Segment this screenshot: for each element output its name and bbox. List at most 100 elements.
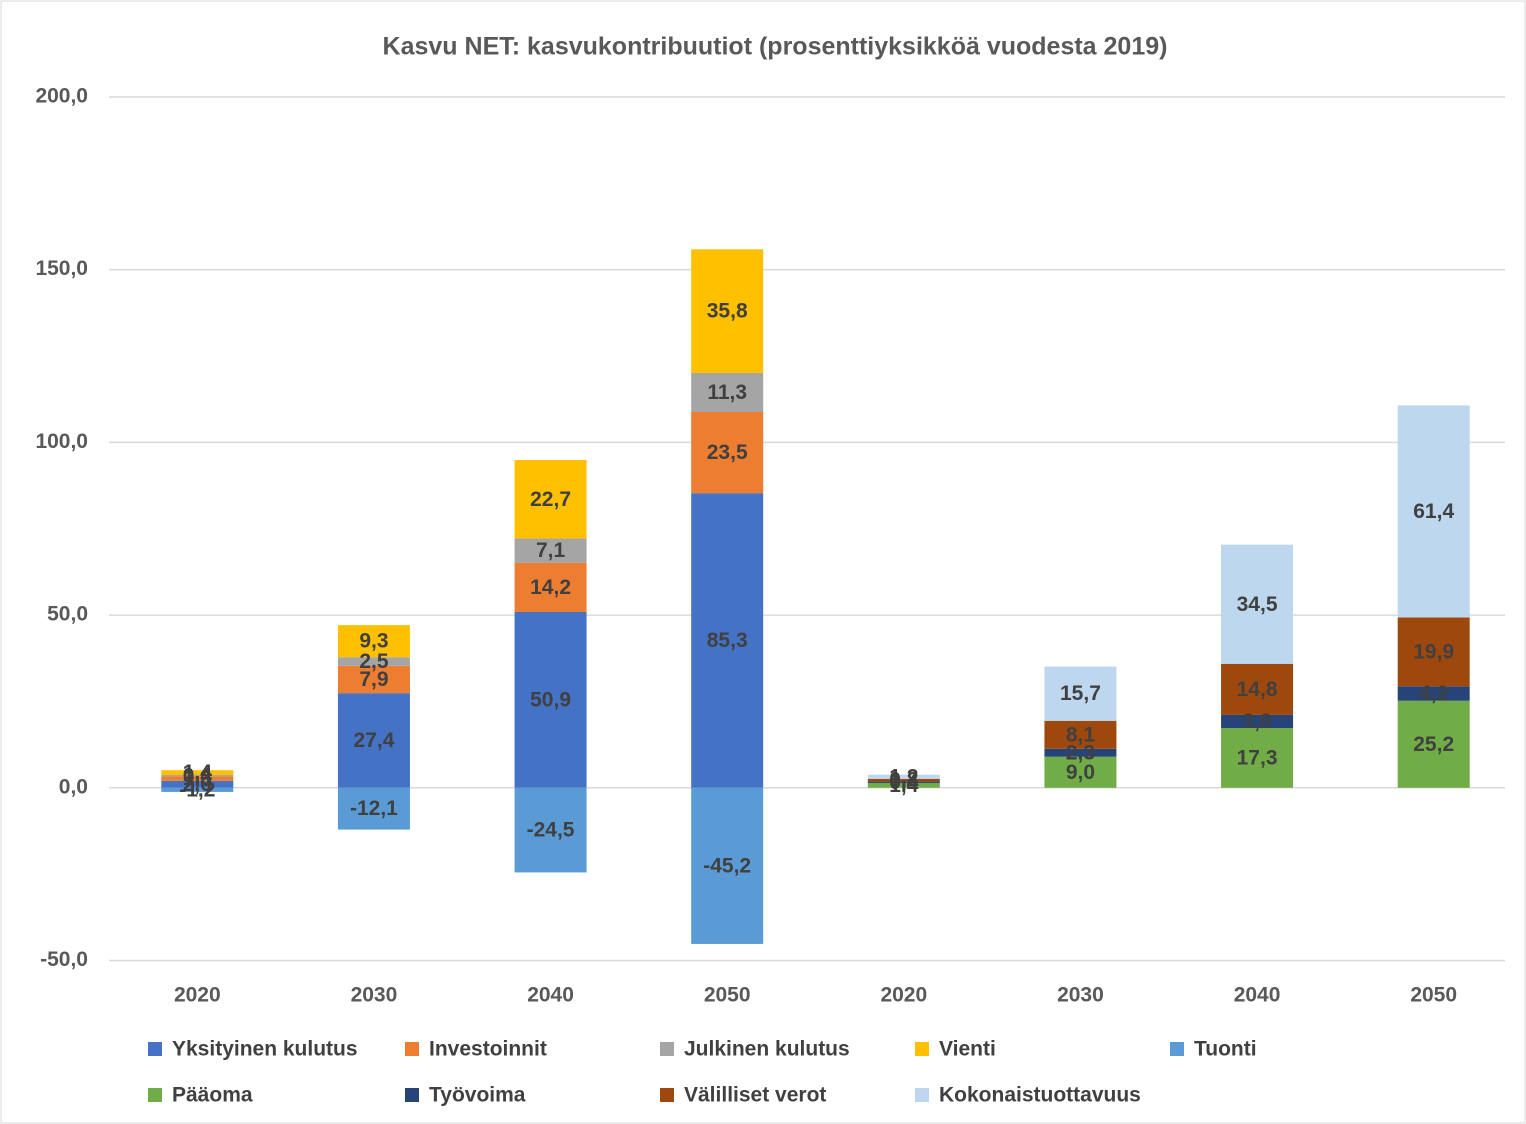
- x-tick-label: 2040: [1234, 984, 1281, 1007]
- data-label: 15,7: [1060, 682, 1101, 705]
- data-label: 34,5: [1237, 593, 1278, 616]
- data-label: 0,8: [889, 769, 919, 792]
- data-label: 27,4: [354, 729, 395, 752]
- x-tick-label: 2050: [1410, 984, 1457, 1007]
- x-tick-label: 2020: [174, 984, 221, 1007]
- legend-label: Tuonti: [1194, 1038, 1257, 1061]
- chart-title: Kasvu NET: kasvukontribuutiot (prosentti…: [383, 33, 1168, 61]
- legend-label: Vienti: [939, 1038, 996, 1061]
- data-label: -45,2: [703, 854, 751, 877]
- bar-segment: [1221, 728, 1294, 788]
- data-label: 22,7: [530, 488, 571, 511]
- y-tick-label: -50,0: [40, 948, 88, 971]
- bar-segment: [161, 776, 234, 781]
- bar-segment: [1397, 617, 1470, 687]
- data-label: 9,3: [359, 630, 388, 653]
- bar-segment: [514, 611, 587, 788]
- data-label: 1,4: [183, 761, 213, 784]
- bar-segment: [1044, 720, 1117, 749]
- legend-label: Kokonaistuottavuus: [939, 1084, 1141, 1107]
- data-label: 7,9: [359, 668, 388, 691]
- data-label: 0,4: [183, 764, 213, 787]
- data-label: 50,9: [530, 688, 571, 711]
- x-tick-label: 2040: [527, 984, 574, 1007]
- x-tick-label: 2030: [1057, 984, 1104, 1007]
- legend-swatch: [1170, 1042, 1184, 1056]
- y-tick-label: 50,0: [47, 603, 88, 626]
- bar-segment: [1397, 405, 1470, 618]
- data-label: 35,8: [707, 300, 748, 323]
- bar-segment: [514, 787, 587, 873]
- x-tick-label: 2030: [351, 984, 398, 1007]
- bar-segment: [691, 372, 764, 413]
- data-label: 85,3: [707, 629, 748, 652]
- bar-segment: [514, 562, 587, 612]
- bar-segment: [337, 625, 410, 658]
- bar-segment: [1044, 756, 1117, 788]
- bar-segment: [514, 460, 587, 539]
- data-label: 0,4: [889, 771, 919, 794]
- bar-segment: [1221, 663, 1294, 715]
- bar-segment: [1397, 686, 1470, 701]
- legend-label: Julkinen kulutus: [684, 1038, 850, 1061]
- bar-segment: [691, 412, 764, 494]
- legend-swatch: [148, 1088, 162, 1102]
- legend-label: Investoinnit: [429, 1038, 547, 1061]
- bar-segment: [161, 780, 234, 788]
- y-tick-label: 150,0: [35, 257, 88, 280]
- y-tick-label: 200,0: [35, 85, 88, 108]
- data-label: -1,2: [179, 778, 215, 801]
- data-label: 1,4: [889, 774, 919, 797]
- bar-segment: [1221, 544, 1294, 664]
- legend-swatch: [660, 1088, 674, 1102]
- data-label: -24,5: [527, 819, 575, 842]
- data-label: 7,1: [536, 539, 566, 562]
- legend-label: Työvoima: [429, 1084, 526, 1107]
- bar-segment: [161, 787, 234, 792]
- legend-swatch: [405, 1042, 419, 1056]
- bar-segment: [867, 778, 940, 782]
- legend-swatch: [660, 1042, 674, 1056]
- bar-segment: [161, 775, 234, 777]
- data-label: 19,9: [1413, 640, 1454, 663]
- legend-swatch: [405, 1088, 419, 1102]
- data-label: 25,2: [1413, 733, 1454, 756]
- legend-swatch: [915, 1042, 929, 1056]
- bar-segment: [867, 774, 940, 779]
- data-label: 4,2: [1419, 682, 1448, 705]
- x-tick-label: 2050: [704, 984, 751, 1007]
- bar-segment: [161, 770, 234, 776]
- bar-segment: [691, 493, 764, 788]
- data-label: 2,3: [1066, 741, 1095, 764]
- bar-segment: [1044, 748, 1117, 757]
- legend-label: Pääoma: [172, 1084, 253, 1107]
- data-label: 14,2: [530, 576, 571, 599]
- legend-swatch: [148, 1042, 162, 1056]
- legend-label: Välilliset verot: [684, 1084, 826, 1107]
- legend-label: Yksityinen kulutus: [172, 1038, 358, 1061]
- bar-segment: [691, 249, 764, 373]
- data-label: 8,1: [1066, 723, 1096, 746]
- legend-swatch: [915, 1088, 929, 1102]
- data-label: 23,5: [707, 441, 748, 464]
- bar-segment: [337, 693, 410, 788]
- data-label: -12,1: [350, 797, 398, 820]
- data-label: 2,5: [359, 650, 389, 673]
- data-label: 11,3: [707, 381, 747, 404]
- data-label: 1,3: [183, 767, 212, 790]
- bar-segment: [337, 665, 410, 694]
- data-label: 2,0: [183, 773, 212, 796]
- data-label: 1,2: [889, 765, 918, 788]
- bar-segment: [514, 538, 587, 563]
- data-label: 3,8: [1242, 710, 1272, 733]
- y-tick-label: 100,0: [35, 430, 88, 453]
- bar-segment: [1397, 700, 1470, 788]
- x-tick-label: 2020: [880, 984, 927, 1007]
- y-tick-label: 0,0: [59, 775, 88, 798]
- data-label: 14,8: [1237, 678, 1278, 701]
- data-label: 17,3: [1237, 746, 1278, 769]
- bar-segment: [867, 782, 940, 788]
- bar-segment: [1044, 666, 1117, 721]
- data-label: 9,0: [1066, 761, 1095, 784]
